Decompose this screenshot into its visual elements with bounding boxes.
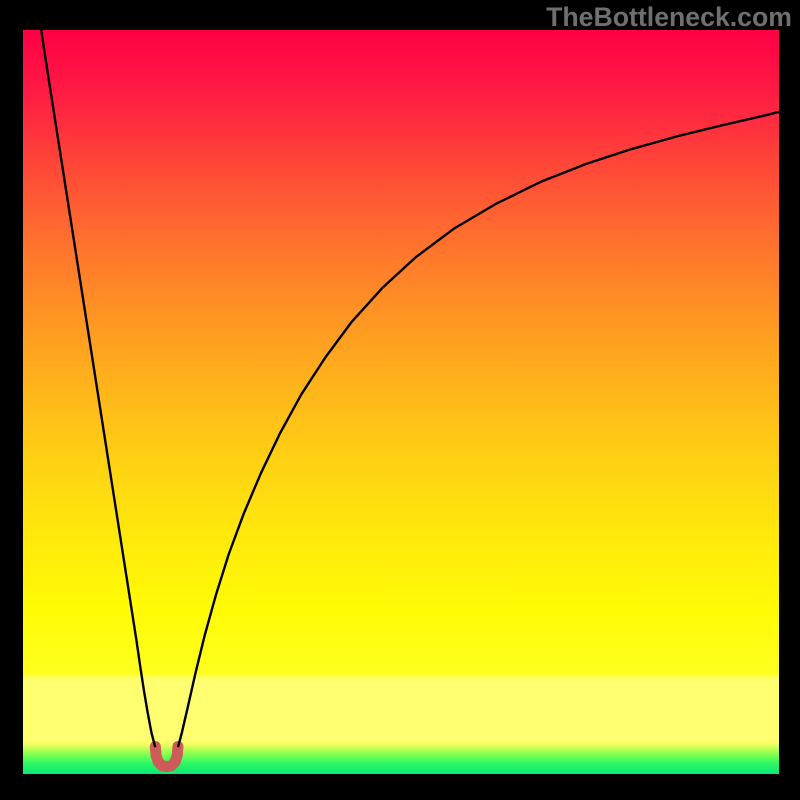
- bottleneck-chart: [23, 30, 779, 774]
- chart-container: TheBottleneck.com: [0, 0, 800, 800]
- watermark-text: TheBottleneck.com: [546, 2, 792, 33]
- chart-background: [23, 30, 779, 774]
